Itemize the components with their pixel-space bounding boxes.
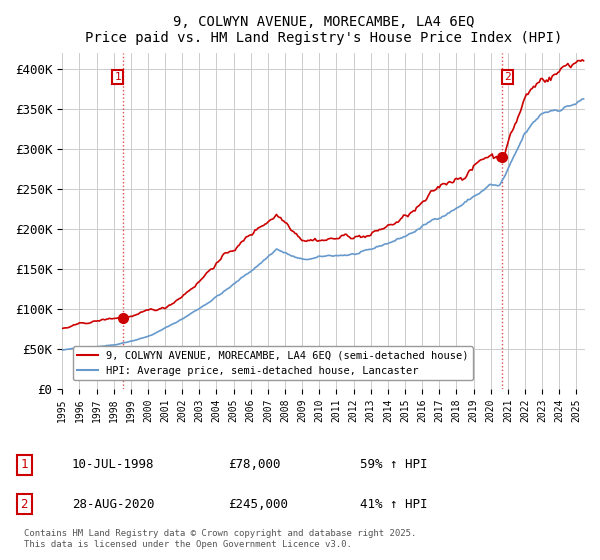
Text: 59% ↑ HPI: 59% ↑ HPI <box>360 458 427 472</box>
Text: 28-AUG-2020: 28-AUG-2020 <box>72 497 155 511</box>
Text: 2: 2 <box>504 72 511 82</box>
Text: £245,000: £245,000 <box>228 497 288 511</box>
Title: 9, COLWYN AVENUE, MORECAMBE, LA4 6EQ
Price paid vs. HM Land Registry's House Pri: 9, COLWYN AVENUE, MORECAMBE, LA4 6EQ Pri… <box>85 15 562 45</box>
Text: 1: 1 <box>114 72 121 82</box>
Text: 10-JUL-1998: 10-JUL-1998 <box>72 458 155 472</box>
Text: Contains HM Land Registry data © Crown copyright and database right 2025.
This d: Contains HM Land Registry data © Crown c… <box>24 529 416 549</box>
Text: 2: 2 <box>20 497 28 511</box>
Text: 41% ↑ HPI: 41% ↑ HPI <box>360 497 427 511</box>
Text: 1: 1 <box>20 458 28 472</box>
Text: £78,000: £78,000 <box>228 458 281 472</box>
Legend: 9, COLWYN AVENUE, MORECAMBE, LA4 6EQ (semi-detached house), HPI: Average price, : 9, COLWYN AVENUE, MORECAMBE, LA4 6EQ (se… <box>73 347 473 380</box>
